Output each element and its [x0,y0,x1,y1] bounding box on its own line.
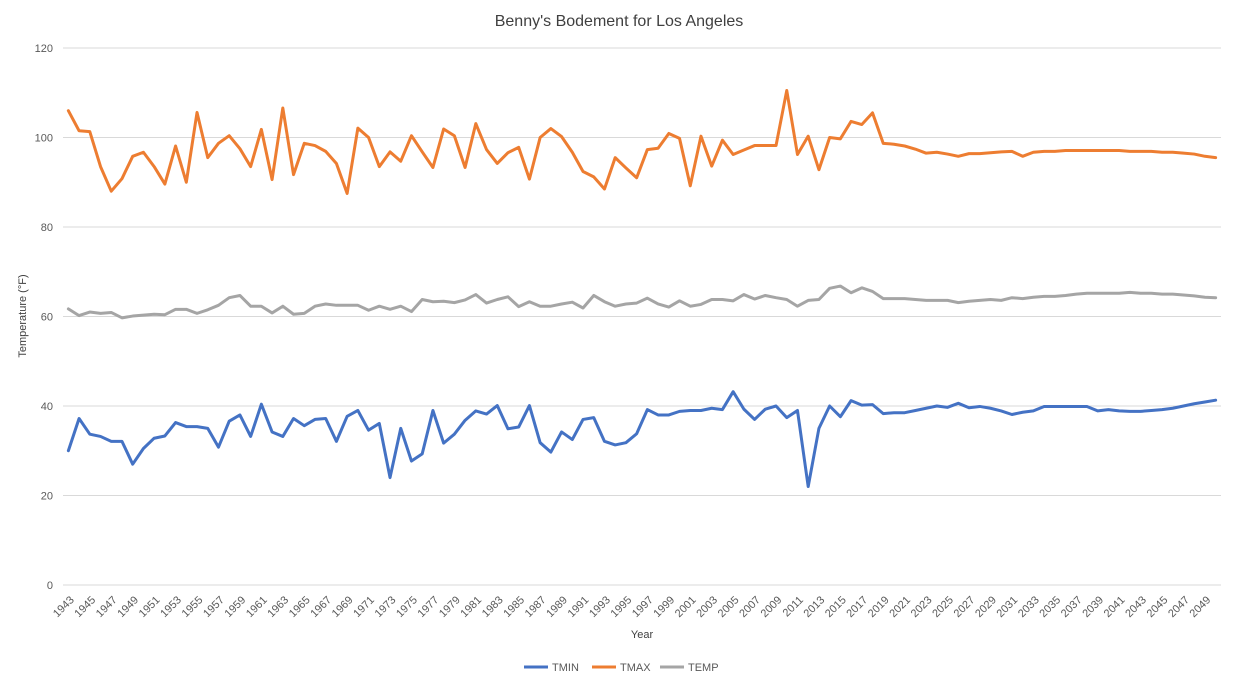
legend-label-tmin: TMIN [552,662,579,674]
y-tick-label: 60 [41,312,53,324]
x-tick-label: 1999 [651,594,677,620]
x-tick-label: 1971 [351,594,377,620]
x-tick-label: 1973 [373,594,399,620]
x-tick-label: 1987 [523,594,549,620]
x-tick-label: 1991 [566,594,592,620]
x-tick-label: 2045 [1145,594,1171,620]
x-tick-label: 2007 [737,594,763,620]
x-tick-label: 2011 [781,594,806,619]
x-tick-label: 2029 [973,594,999,620]
x-tick-label: 1989 [544,594,570,620]
x-tick-label: 1985 [501,594,527,620]
gridlines [63,47,1221,586]
x-tick-label: 1967 [308,594,334,620]
x-tick-label: 1951 [137,594,163,620]
x-tick-label: 1983 [480,594,506,620]
y-tick-label: 120 [35,43,53,55]
x-tick-label: 1949 [115,594,141,620]
x-tick-label: 1963 [265,594,291,620]
x-tick-label: 1969 [330,594,356,620]
x-axis-title: Year [631,629,654,641]
x-tick-label: 2039 [1080,594,1106,620]
x-tick-label: 1981 [458,594,484,620]
x-tick-label: 1943 [51,594,77,620]
y-tick-label: 80 [41,222,53,234]
legend-label-temp: TEMP [688,662,719,674]
y-tick-label: 20 [41,491,53,503]
series-line-temp [66,284,1218,320]
x-tick-label: 1965 [287,594,313,620]
x-tick-label: 2035 [1037,594,1063,620]
x-tick-label: 1959 [223,594,249,620]
chart-title: Benny's Bodement for Los Angeles [495,13,744,30]
legend: TMIN TMAX TEMP [524,662,719,674]
x-tick-label: 2009 [759,594,785,620]
x-tick-label: 2017 [844,594,870,620]
x-tick-label: 1957 [201,594,227,620]
legend-label-tmax: TMAX [620,662,651,674]
x-tick-label: 1995 [609,594,635,620]
x-tick-label: 2005 [716,594,742,620]
y-tick-label: 100 [35,133,53,145]
x-tick-label: 2037 [1059,594,1085,620]
x-tick-label: 2013 [802,594,828,620]
x-tick-label: 1945 [72,594,98,620]
x-tick-label: 1975 [394,594,420,620]
x-axis-ticks: 1943194519471949195119531955195719591961… [51,594,1213,620]
x-tick-label: 2049 [1188,594,1214,620]
x-tick-label: 2027 [952,594,978,620]
x-tick-label: 2023 [909,594,935,620]
x-tick-label: 1993 [587,594,613,620]
x-tick-label: 2021 [887,594,913,620]
x-tick-label: 2043 [1123,594,1149,620]
x-tick-label: 2047 [1166,594,1192,620]
y-tick-label: 40 [41,401,53,413]
x-tick-label: 2031 [995,594,1021,620]
y-tick-label: 0 [47,580,53,592]
x-tick-label: 1979 [437,594,463,620]
series-line-tmin [66,390,1218,489]
series-lines [66,89,1218,489]
x-tick-label: 2041 [1102,594,1128,620]
series-line-tmax [66,89,1218,195]
x-tick-label: 2025 [930,594,956,620]
x-tick-label: 1997 [630,594,656,620]
x-tick-label: 2015 [823,594,849,620]
x-tick-label: 1947 [94,594,120,620]
x-tick-label: 1977 [416,594,442,620]
x-tick-label: 1961 [244,594,270,620]
y-axis-ticks: 0 20 40 60 80 100 120 [35,43,53,592]
x-tick-label: 2033 [1016,594,1042,620]
x-tick-label: 1953 [158,594,184,620]
x-tick-label: 1955 [180,594,206,620]
y-axis-title: Temperature (°F) [17,274,29,357]
x-tick-label: 2019 [866,594,892,620]
x-tick-label: 2003 [694,594,720,620]
x-tick-label: 2001 [673,594,699,620]
